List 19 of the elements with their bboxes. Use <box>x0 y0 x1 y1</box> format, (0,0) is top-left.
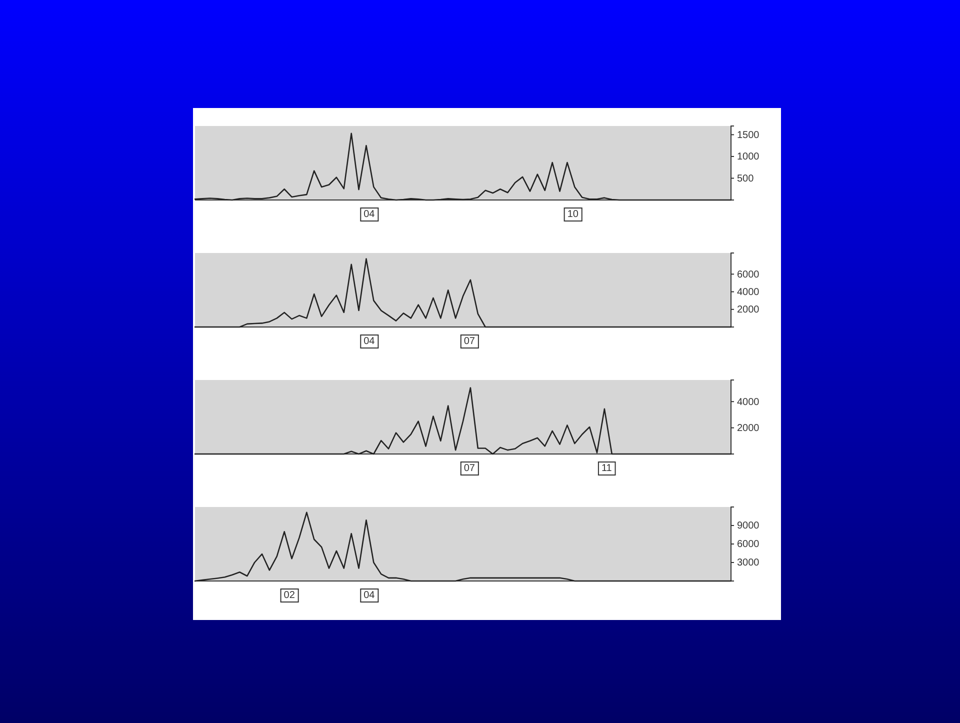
text: 04 <box>364 590 376 601</box>
text: 07 <box>464 336 476 347</box>
y-tick-label: 2000 <box>737 304 760 316</box>
y-tick-label: 2000 <box>737 423 760 434</box>
y-tick-label: 1000 <box>737 152 760 163</box>
text: 07 <box>464 463 476 474</box>
y-tick-label: 1500 <box>737 130 760 141</box>
y-tick-label: 6000 <box>737 269 760 280</box>
y-tick-label: 500 <box>737 173 754 184</box>
y-tick-label: 3000 <box>737 558 760 569</box>
text: 04 <box>364 336 376 347</box>
y-tick-label: 4000 <box>737 286 760 298</box>
text: 11 <box>601 463 612 474</box>
text: 02 <box>284 590 296 601</box>
y-tick-label: 6000 <box>737 539 760 550</box>
text: 04 <box>364 209 376 220</box>
y-tick-label: 9000 <box>737 520 760 532</box>
y-tick-label: 4000 <box>737 396 760 408</box>
text: 10 <box>567 209 579 220</box>
